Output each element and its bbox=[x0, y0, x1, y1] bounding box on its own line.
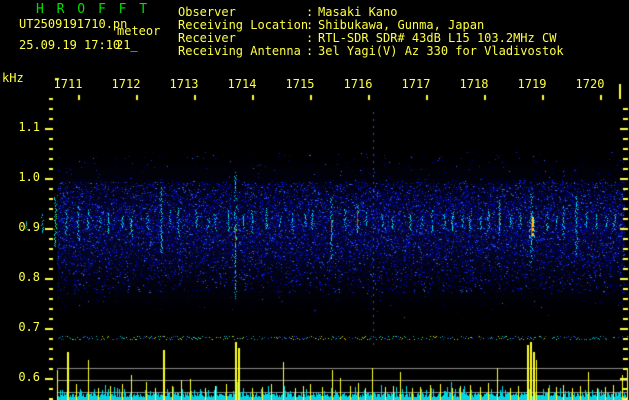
info-label: Observer bbox=[178, 5, 236, 19]
info-colon: : bbox=[306, 44, 314, 58]
info-colon: : bbox=[306, 18, 314, 32]
x-tick-label: 1714 bbox=[227, 77, 257, 91]
khz-axis-label: kHz bbox=[2, 71, 24, 85]
timestamp-label: 25.09.19 17:10 bbox=[19, 38, 121, 52]
x-tick-label: 1712 bbox=[111, 77, 141, 91]
filename-label: UT2509191710.pn bbox=[19, 17, 128, 31]
info-row: Receiving Antenna bbox=[178, 45, 301, 58]
x-tick-label: 1715 bbox=[285, 77, 315, 91]
info-row: Receiving Location bbox=[178, 19, 308, 32]
y-tick-label: 0.7 bbox=[18, 320, 40, 334]
x-tick-label: 1711 bbox=[53, 77, 83, 91]
info-label: Receiving Antenna bbox=[178, 44, 301, 58]
x-tick-label: 1717 bbox=[401, 77, 431, 91]
x-tick-label: 1713 bbox=[169, 77, 199, 91]
y-tick-label: 1.0 bbox=[18, 170, 40, 184]
y-tick-label: 0.8 bbox=[18, 270, 40, 284]
info-value: 3el Yagi(V) Az 330 for Vladivostok bbox=[318, 44, 564, 58]
x-tick-label: 1718 bbox=[459, 77, 489, 91]
x-tick-label: 1716 bbox=[343, 77, 373, 91]
info-value: Masaki Kano bbox=[318, 5, 398, 19]
info-row: Observer bbox=[178, 6, 236, 19]
app-title: H R O F F T bbox=[36, 2, 150, 17]
observatory-label: meteor bbox=[117, 24, 161, 38]
y-tick-label: 0.6 bbox=[18, 370, 40, 384]
y-tick-label: 1.1 bbox=[18, 120, 40, 134]
info-label: Receiver bbox=[178, 31, 236, 45]
info-value: RTL-SDR SDR# 43dB L15 103.2MHz CW bbox=[318, 31, 557, 45]
info-value: Shibukawa, Gunma, Japan bbox=[318, 18, 485, 32]
counter-label: 21_ bbox=[116, 38, 138, 52]
x-tick-label: 1720 bbox=[575, 77, 605, 91]
info-colon: : bbox=[306, 5, 314, 19]
info-colon: : bbox=[306, 31, 314, 45]
x-tick-label: 1719 bbox=[517, 77, 547, 91]
y-tick-label: 0.9 bbox=[18, 220, 40, 234]
info-label: Receiving Location bbox=[178, 18, 309, 32]
info-row: Receiver bbox=[178, 32, 236, 45]
